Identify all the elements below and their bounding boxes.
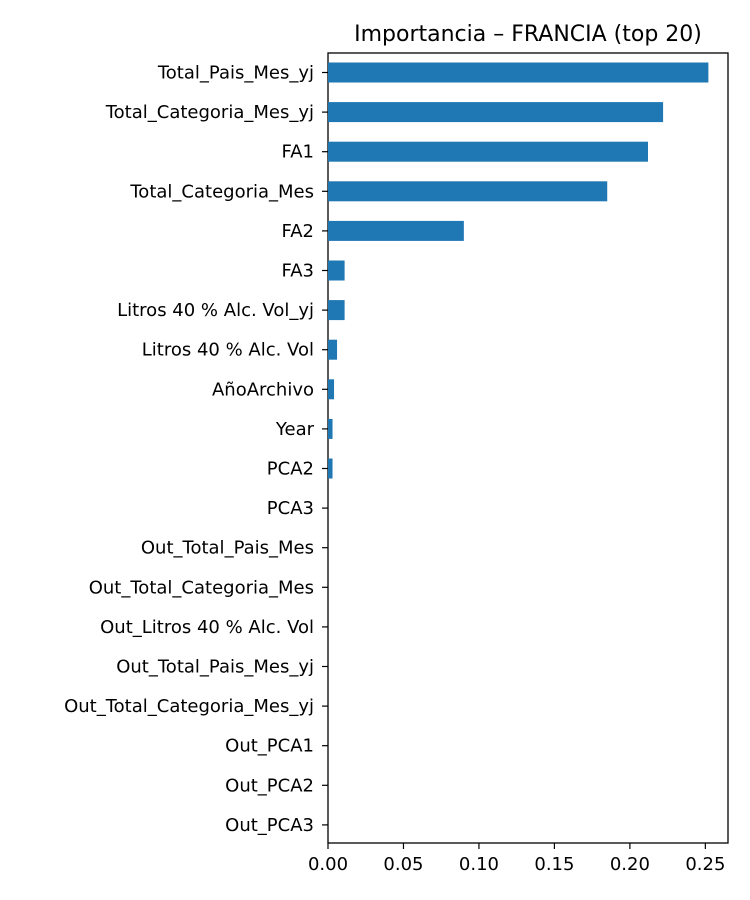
y-tick-label: Litros 40 % Alc. Vol_yj: [117, 300, 314, 321]
bar: [328, 141, 648, 162]
y-tick-label: Out_PCA1: [225, 736, 314, 757]
y-tick-label: Out_Total_Pais_Mes_yj: [116, 657, 314, 678]
bar: [328, 379, 335, 400]
bar: [328, 181, 608, 202]
bar: [328, 418, 333, 439]
y-axis-ticks: Total_Pais_Mes_yj Total_Categoria_Mes_yj F…: [64, 63, 328, 836]
y-tick-label: Total_Categoria_Mes_yj: [105, 102, 314, 123]
bar: [328, 102, 664, 123]
chart-title: Importancia – FRANCIA (top 20): [354, 22, 702, 47]
x-tick-label: 0.20: [610, 854, 650, 875]
bar: [328, 458, 333, 479]
y-tick-label: PCA3: [267, 498, 314, 519]
y-tick-label: Total_Categoria_Mes: [129, 181, 314, 202]
plot-frame: [327, 52, 729, 844]
y-tick-label: Out_PCA3: [225, 815, 314, 836]
y-tick-label: Out_Litros 40 % Alc. Vol: [100, 617, 314, 638]
x-tick-label: 0.15: [534, 854, 574, 875]
y-tick-label: Year: [275, 419, 315, 440]
bars-group: [328, 62, 709, 479]
y-tick-label: AñoArchivo: [212, 379, 314, 400]
bar: [328, 339, 338, 360]
x-tick-label: 0.25: [685, 854, 725, 875]
y-tick-label: FA1: [282, 142, 314, 163]
y-tick-label: Out_PCA2: [225, 775, 314, 796]
y-tick-label: PCA2: [267, 459, 314, 480]
x-axis-ticks: 0.00 0.05 0.10 0.15 0.20 0.25: [308, 843, 725, 875]
y-tick-label: Out_Total_Categoria_Mes: [89, 577, 314, 598]
bar: [328, 300, 345, 321]
x-tick-label: 0.00: [308, 854, 348, 875]
bar: [328, 260, 345, 281]
y-tick-label: Total_Pais_Mes_yj: [157, 63, 314, 84]
x-tick-label: 0.10: [459, 854, 499, 875]
x-tick-label: 0.05: [383, 854, 423, 875]
bar: [328, 62, 709, 83]
y-tick-label: Out_Total_Categoria_Mes_yj: [64, 696, 314, 717]
y-tick-label: FA3: [282, 261, 314, 282]
bar: [328, 220, 464, 241]
y-tick-label: Out_Total_Pais_Mes: [141, 538, 314, 559]
y-tick-label: FA2: [282, 221, 314, 242]
y-tick-label: Litros 40 % Alc. Vol: [142, 340, 314, 361]
